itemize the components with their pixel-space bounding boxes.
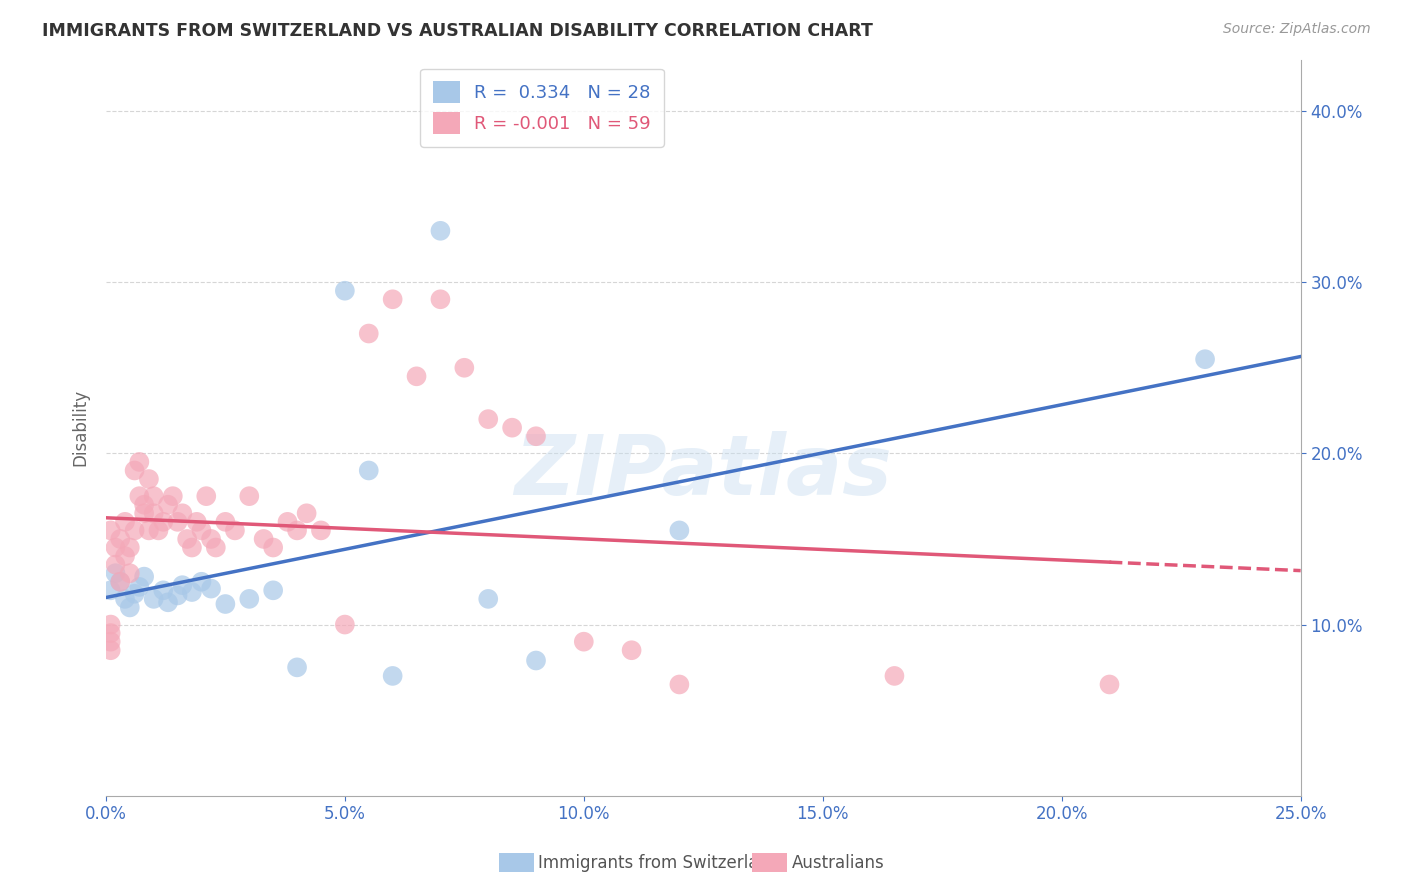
Australians — [104, 541, 127, 555]
Immigrants from Switzerland — [128, 580, 150, 594]
Australians — [883, 669, 905, 683]
Immigrants from Switzerland — [381, 669, 404, 683]
Immigrants from Switzerland — [477, 591, 499, 606]
Immigrants from Switzerland — [333, 284, 356, 298]
Immigrants from Switzerland — [190, 574, 212, 589]
Australians — [501, 420, 523, 434]
Immigrants from Switzerland — [524, 653, 547, 667]
Immigrants from Switzerland — [124, 587, 146, 601]
Immigrants from Switzerland — [357, 463, 380, 477]
Australians — [138, 472, 160, 486]
Australians — [157, 498, 180, 512]
Australians — [148, 524, 170, 538]
Australians — [205, 541, 228, 555]
Australians — [100, 617, 122, 632]
Immigrants from Switzerland — [200, 582, 222, 596]
Australians — [104, 558, 127, 572]
Australians — [181, 541, 204, 555]
Immigrants from Switzerland — [118, 600, 141, 615]
Australians — [309, 524, 332, 538]
Australians — [100, 626, 122, 640]
Immigrants from Switzerland — [238, 591, 260, 606]
Immigrants from Switzerland — [110, 574, 132, 589]
Immigrants from Switzerland — [134, 569, 156, 583]
Australians — [110, 532, 132, 546]
Immigrants from Switzerland — [285, 660, 308, 674]
Australians — [114, 549, 136, 563]
Australians — [276, 515, 298, 529]
Australians — [118, 566, 141, 581]
Text: Source: ZipAtlas.com: Source: ZipAtlas.com — [1223, 22, 1371, 37]
Immigrants from Switzerland — [104, 566, 127, 581]
Australians — [124, 463, 146, 477]
Immigrants from Switzerland — [668, 524, 690, 538]
Australians — [142, 489, 165, 503]
Immigrants from Switzerland — [1194, 352, 1216, 367]
Immigrants from Switzerland — [181, 585, 204, 599]
Australians — [524, 429, 547, 443]
Australians — [142, 506, 165, 520]
Australians — [124, 524, 146, 538]
Australians — [252, 532, 274, 546]
Immigrants from Switzerland — [100, 583, 122, 598]
Immigrants from Switzerland — [152, 583, 174, 598]
Australians — [381, 293, 404, 307]
Australians — [214, 515, 236, 529]
Australians — [453, 360, 475, 375]
Immigrants from Switzerland — [114, 591, 136, 606]
Australians — [285, 524, 308, 538]
Australians — [110, 574, 132, 589]
Australians — [357, 326, 380, 341]
Australians — [138, 524, 160, 538]
Immigrants from Switzerland — [142, 591, 165, 606]
Australians — [195, 489, 218, 503]
Australians — [166, 515, 188, 529]
Immigrants from Switzerland — [157, 595, 180, 609]
Australians — [262, 541, 284, 555]
Australians — [134, 498, 156, 512]
Australians — [186, 515, 208, 529]
Australians — [620, 643, 643, 657]
Text: Australians: Australians — [792, 854, 884, 871]
Australians — [668, 677, 690, 691]
Immigrants from Switzerland — [166, 589, 188, 603]
Immigrants from Switzerland — [214, 597, 236, 611]
Australians — [134, 506, 156, 520]
Australians — [152, 515, 174, 529]
Australians — [100, 634, 122, 648]
Australians — [200, 532, 222, 546]
Australians — [100, 643, 122, 657]
Australians — [190, 524, 212, 538]
Australians — [176, 532, 198, 546]
Australians — [172, 506, 194, 520]
Text: IMMIGRANTS FROM SWITZERLAND VS AUSTRALIAN DISABILITY CORRELATION CHART: IMMIGRANTS FROM SWITZERLAND VS AUSTRALIA… — [42, 22, 873, 40]
Australians — [100, 524, 122, 538]
Australians — [405, 369, 427, 384]
Australians — [572, 634, 595, 648]
Australians — [477, 412, 499, 426]
Australians — [238, 489, 260, 503]
Australians — [162, 489, 184, 503]
Y-axis label: Disability: Disability — [72, 389, 89, 467]
Australians — [333, 617, 356, 632]
Australians — [224, 524, 246, 538]
Australians — [429, 293, 451, 307]
Immigrants from Switzerland — [429, 224, 451, 238]
Australians — [1098, 677, 1121, 691]
Australians — [118, 541, 141, 555]
Australians — [128, 455, 150, 469]
Australians — [128, 489, 150, 503]
Immigrants from Switzerland — [172, 578, 194, 592]
Text: Immigrants from Switzerland: Immigrants from Switzerland — [538, 854, 780, 871]
Legend: R =  0.334   N = 28, R = -0.001   N = 59: R = 0.334 N = 28, R = -0.001 N = 59 — [420, 69, 664, 147]
Immigrants from Switzerland — [262, 583, 284, 598]
Australians — [114, 515, 136, 529]
Australians — [295, 506, 318, 520]
Text: ZIPatlas: ZIPatlas — [515, 432, 893, 512]
